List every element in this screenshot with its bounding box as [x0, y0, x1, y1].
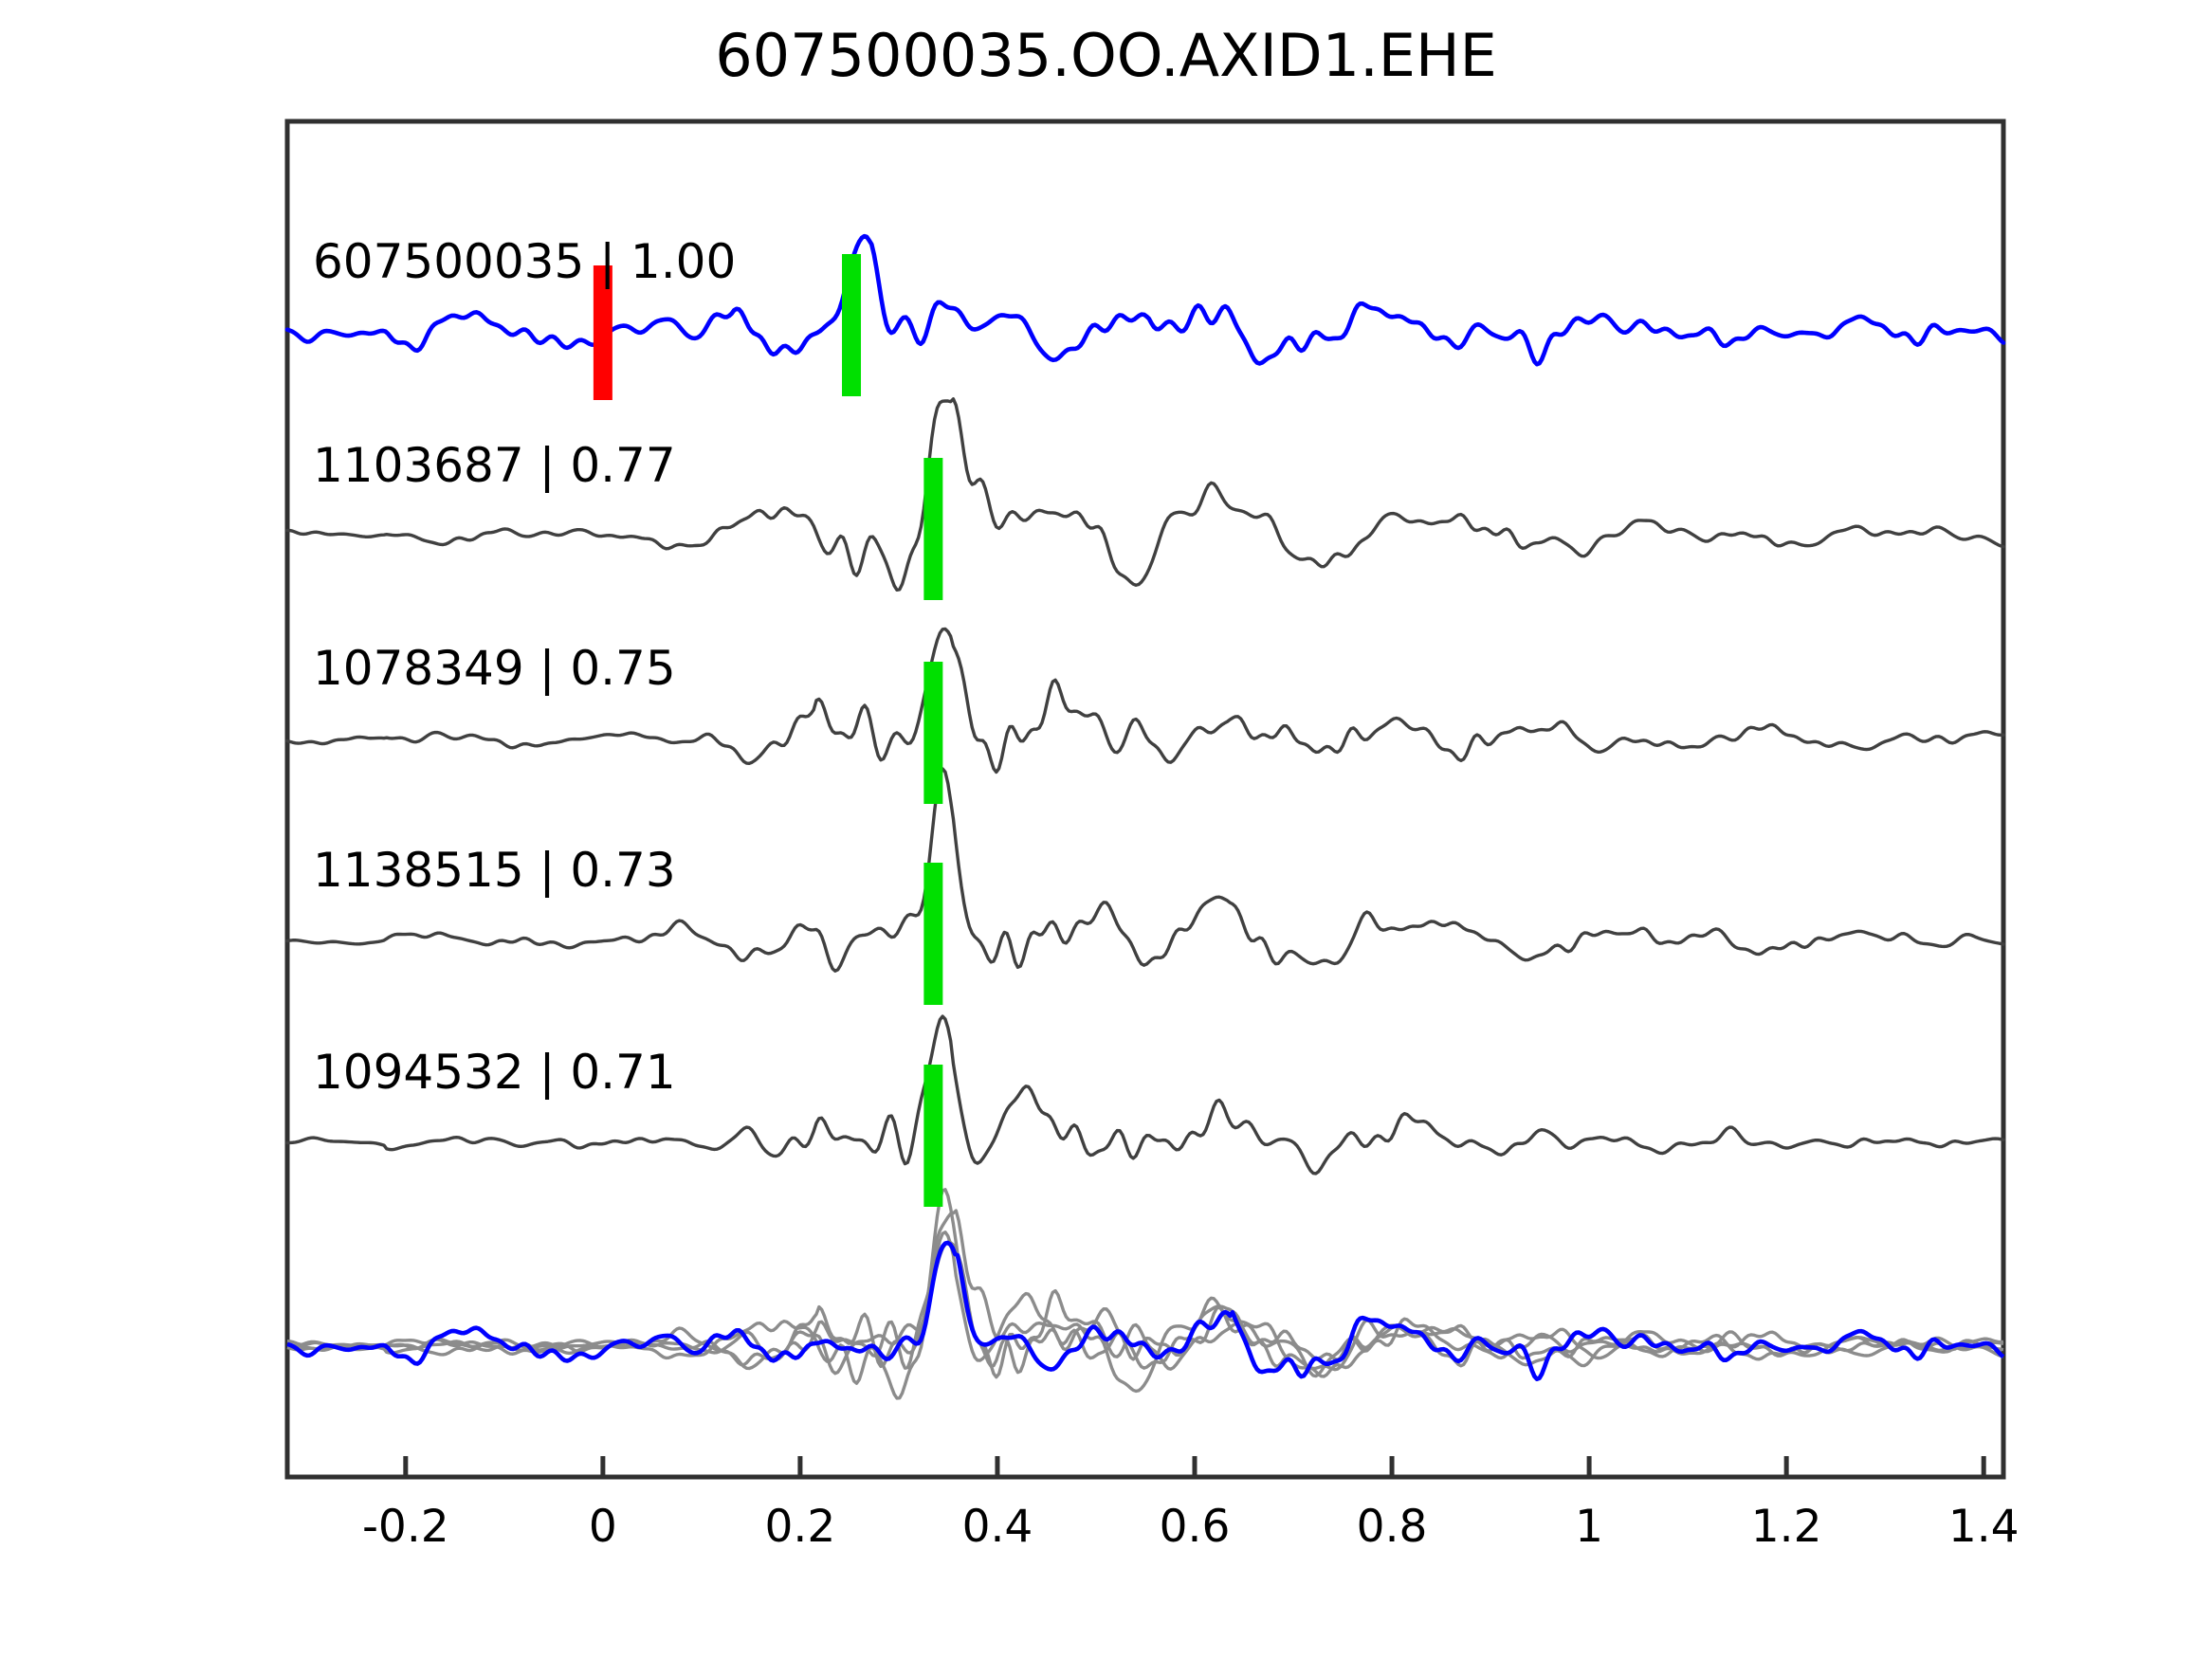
overlay-template-trace: [286, 1240, 2005, 1381]
page-title: 607500035.OO.AXID1.EHE: [715, 21, 1497, 90]
origin-marker-607500035: [593, 265, 612, 400]
waveform-trace-1078349: [285, 627, 2005, 775]
waveform-traces: [284, 233, 2006, 1400]
x-tick-label: 0.4: [962, 1501, 1033, 1553]
waveform-trace-1094532: [285, 1014, 2005, 1176]
waveform-trace-1103687: [285, 397, 2005, 592]
waveform-trace-607500035: [284, 233, 2006, 367]
x-tick-label: 1.2: [1751, 1501, 1822, 1553]
x-tick-label: 1.4: [1948, 1501, 2020, 1553]
x-axis-ticks: [403, 1456, 1986, 1477]
x-tick-label: 0.2: [765, 1501, 836, 1553]
trace-label-1103687: 1103687 | 0.77: [313, 438, 676, 493]
pick-marker-1103687: [923, 458, 943, 600]
overlay-match-trace: [286, 1209, 2004, 1400]
x-tick-label: -0.2: [362, 1501, 449, 1553]
waveform-trace-1138515: [285, 767, 2005, 973]
overlay-match-trace: [286, 1231, 2004, 1378]
pick-marker-1138515: [923, 863, 943, 1005]
x-tick-label: 0.8: [1357, 1501, 1428, 1553]
x-tick-label: 0: [589, 1501, 617, 1553]
pick-marker-1094532: [923, 1065, 943, 1207]
plot-frame: [284, 118, 2006, 1480]
x-tick-label: 0.6: [1160, 1501, 1231, 1553]
pick-marker-607500035: [842, 254, 862, 396]
trace-label-607500035: 607500035 | 1.00: [313, 234, 736, 289]
trace-label-1078349: 1078349 | 0.75: [313, 641, 676, 696]
pick-marker-1078349: [923, 662, 943, 804]
x-tick-label: 1: [1575, 1501, 1603, 1553]
trace-label-1094532: 1094532 | 0.71: [313, 1045, 676, 1100]
overlay-match-trace: [286, 1188, 2004, 1376]
x-axis-tick-labels: -0.2 0 0.2 0.4 0.6 0.8 1 1.2 1.4: [362, 1501, 2020, 1553]
trace-label-1138515: 1138515 | 0.73: [313, 843, 676, 898]
phase-markers: [593, 254, 943, 1207]
